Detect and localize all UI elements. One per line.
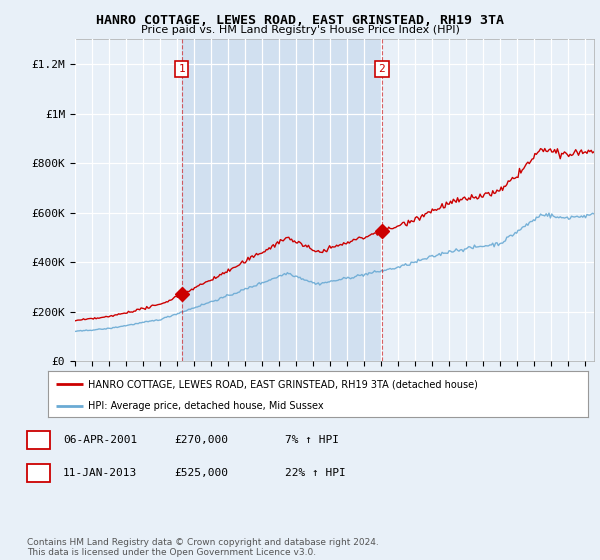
Text: 2: 2	[379, 64, 385, 74]
Text: £525,000: £525,000	[174, 468, 228, 478]
Text: 1: 1	[178, 64, 185, 74]
Text: £270,000: £270,000	[174, 435, 228, 445]
Text: HPI: Average price, detached house, Mid Sussex: HPI: Average price, detached house, Mid …	[89, 401, 324, 410]
Text: 1: 1	[35, 435, 42, 445]
Text: 06-APR-2001: 06-APR-2001	[63, 435, 137, 445]
Text: HANRO COTTAGE, LEWES ROAD, EAST GRINSTEAD, RH19 3TA: HANRO COTTAGE, LEWES ROAD, EAST GRINSTEA…	[96, 14, 504, 27]
Text: Contains HM Land Registry data © Crown copyright and database right 2024.
This d: Contains HM Land Registry data © Crown c…	[27, 538, 379, 557]
Text: Price paid vs. HM Land Registry's House Price Index (HPI): Price paid vs. HM Land Registry's House …	[140, 25, 460, 35]
Text: 11-JAN-2013: 11-JAN-2013	[63, 468, 137, 478]
Text: 22% ↑ HPI: 22% ↑ HPI	[285, 468, 346, 478]
Bar	[182, 39, 382, 361]
Text: 7% ↑ HPI: 7% ↑ HPI	[285, 435, 339, 445]
Text: HANRO COTTAGE, LEWES ROAD, EAST GRINSTEAD, RH19 3TA (detached house): HANRO COTTAGE, LEWES ROAD, EAST GRINSTEA…	[89, 379, 478, 389]
Text: 2: 2	[35, 468, 42, 478]
